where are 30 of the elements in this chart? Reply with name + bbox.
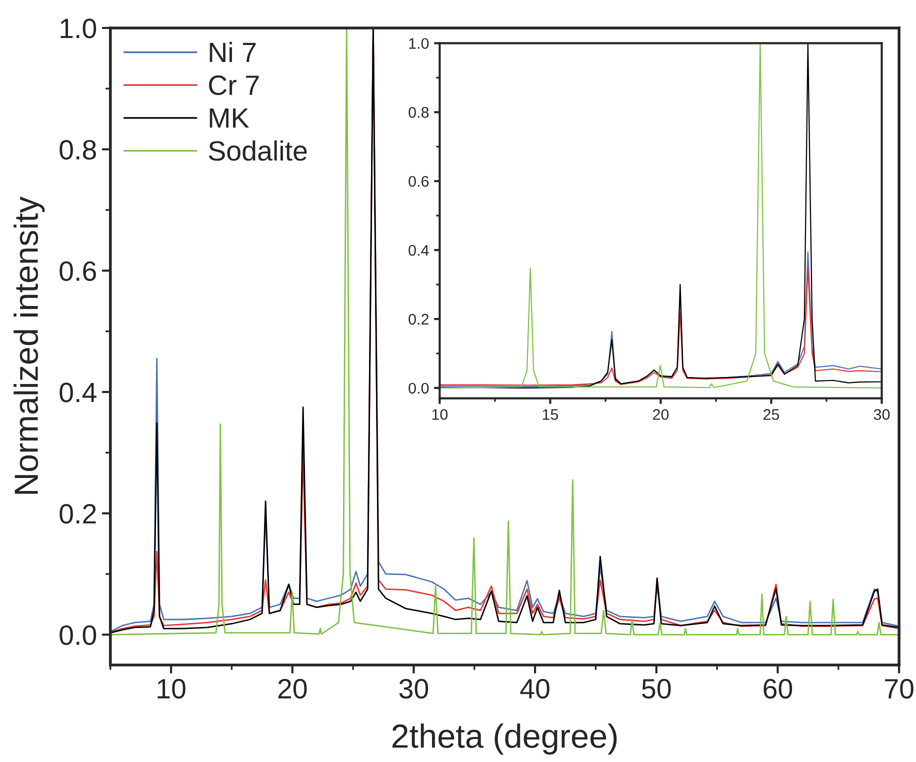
- x-tick-label: 25: [764, 409, 780, 420]
- x-tick-label: 20: [652, 409, 669, 420]
- y-tick-label: 0.6: [60, 261, 96, 281]
- x-tick-label: 20: [278, 678, 307, 699]
- y-tick-label: 1.0: [409, 38, 429, 49]
- y-axis-title: Normalized intensity: [14, 196, 45, 494]
- x-axis-title: 2theta (degree): [392, 724, 617, 755]
- y-tick-label: 0.2: [60, 504, 96, 524]
- x-tick-label: 15: [542, 409, 558, 420]
- y-tick-label: 0.2: [408, 314, 428, 325]
- legend-label: Ni 7: [210, 42, 256, 62]
- x-tick-label: 30: [874, 409, 890, 420]
- y-tick-label: 0.0: [60, 625, 96, 645]
- y-tick-label: 0.4: [60, 382, 96, 402]
- legend-label: Cr 7: [209, 75, 259, 96]
- x-tick-label: 10: [432, 409, 448, 420]
- legend-label: MK: [210, 108, 249, 128]
- x-tick-label: 10: [158, 678, 186, 699]
- y-tick-label: 0.0: [408, 382, 429, 394]
- x-tick-label: 60: [764, 678, 792, 699]
- y-tick-label: 0.8: [408, 107, 429, 118]
- x-tick-label: 40: [520, 678, 550, 699]
- legend-label: Sodalite: [208, 140, 307, 161]
- x-tick-label: 30: [399, 678, 428, 699]
- y-tick-label: 0.6: [408, 176, 429, 187]
- y-tick-label: 1.0: [60, 18, 96, 38]
- y-tick-label: 0.4: [408, 244, 429, 256]
- x-tick-label: 70: [885, 678, 914, 699]
- y-tick-label: 0.8: [60, 140, 96, 160]
- x-tick-label: 50: [642, 678, 671, 699]
